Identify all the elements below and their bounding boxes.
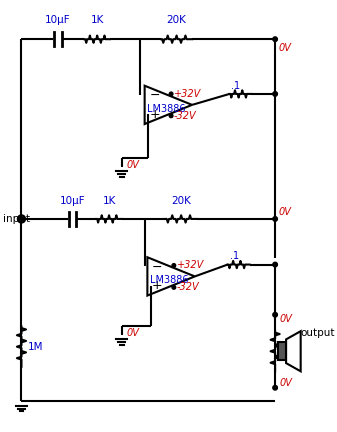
Text: 0V: 0V xyxy=(279,43,292,53)
Text: 10μF: 10μF xyxy=(60,196,85,206)
Circle shape xyxy=(273,385,277,390)
Text: +32V: +32V xyxy=(174,89,201,99)
Text: -32V: -32V xyxy=(177,283,199,292)
Text: 1M: 1M xyxy=(28,342,43,352)
Text: 10μF: 10μF xyxy=(45,16,71,25)
Text: -32V: -32V xyxy=(174,111,196,121)
Text: +: + xyxy=(149,108,160,121)
Circle shape xyxy=(273,92,277,96)
Circle shape xyxy=(169,114,173,118)
Text: 20K: 20K xyxy=(166,16,186,25)
Text: 20K: 20K xyxy=(171,196,191,206)
Text: 4: 4 xyxy=(280,351,286,361)
Circle shape xyxy=(172,264,176,267)
Text: 0V: 0V xyxy=(126,160,139,170)
Text: output: output xyxy=(301,328,335,338)
Text: .1: .1 xyxy=(231,81,241,91)
Circle shape xyxy=(172,286,176,289)
Text: 0V: 0V xyxy=(126,328,139,338)
Circle shape xyxy=(19,217,24,221)
Circle shape xyxy=(169,92,173,96)
Text: 1K: 1K xyxy=(102,196,116,206)
Circle shape xyxy=(273,312,277,317)
Text: LM3886: LM3886 xyxy=(150,275,188,285)
Text: −: − xyxy=(149,89,160,102)
Text: −: − xyxy=(152,261,162,274)
Text: 0V: 0V xyxy=(280,314,293,324)
Circle shape xyxy=(273,37,277,41)
Circle shape xyxy=(273,217,277,221)
Text: .1: .1 xyxy=(229,251,239,261)
Bar xyxy=(278,342,286,360)
Text: +32V: +32V xyxy=(177,260,204,270)
Text: 0V: 0V xyxy=(280,378,293,388)
Text: 1K: 1K xyxy=(91,16,104,25)
Circle shape xyxy=(273,262,277,267)
Text: 0V: 0V xyxy=(279,206,292,216)
Text: LM3886: LM3886 xyxy=(147,104,186,114)
Text: +: + xyxy=(152,279,162,292)
Text: input: input xyxy=(3,214,30,224)
